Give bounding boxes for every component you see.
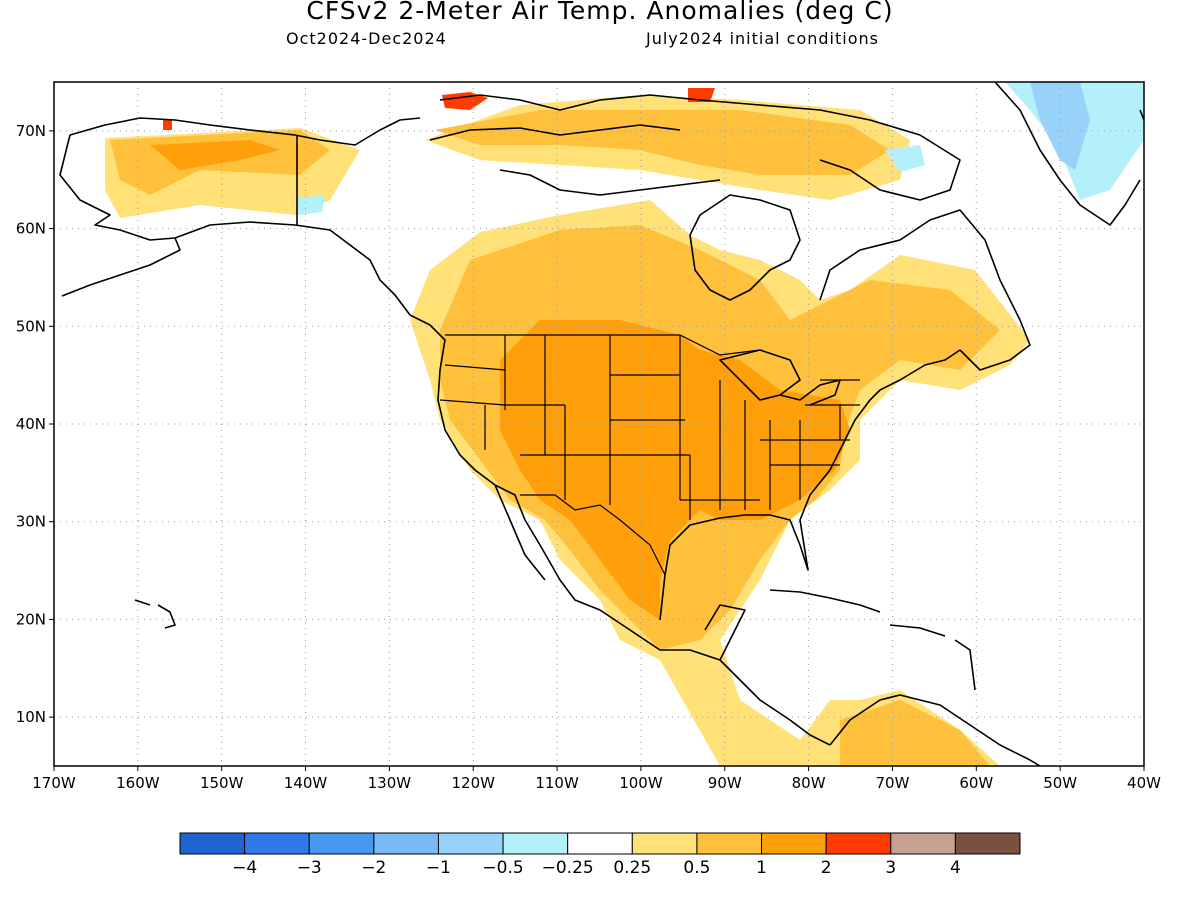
hispaniola — [889, 624, 946, 637]
labrador-coast — [819, 209, 1031, 371]
colorbar-swatch — [954, 832, 1021, 855]
lon-tick-label: 50W — [1043, 774, 1077, 792]
state-lines-west — [439, 335, 611, 505]
colorbar-swatch — [890, 832, 956, 855]
lat-tick-label: 30N — [16, 513, 46, 531]
colorbar-label: −0.5 — [482, 858, 523, 878]
colorbar-swatch — [825, 832, 892, 855]
lat-tick-label: 70N — [16, 122, 46, 140]
lon-tick-label: 80W — [792, 774, 826, 792]
lon-tick-label: 130W — [368, 774, 412, 792]
colorbar-label: −0.25 — [542, 858, 594, 878]
graticule — [54, 82, 1144, 766]
lat-tick-label: 60N — [16, 220, 46, 238]
colorbar-swatch — [373, 832, 439, 855]
us-canada-border — [445, 334, 761, 356]
lon-tick-label: 170W — [32, 774, 76, 792]
initial-conditions: July2024 initial conditions — [646, 29, 879, 48]
hudson-bay — [689, 194, 801, 301]
lon-tick-label: 140W — [284, 774, 328, 792]
colorbar-label: −2 — [361, 858, 386, 878]
lon-tick-label: 110W — [535, 774, 579, 792]
longitude-labels: 170W 160W 150W 140W 130W 120W 110W 100W 90W 80W 70… — [32, 766, 1161, 792]
colorbar-label: 0.5 — [683, 858, 710, 878]
lat-tick-label: 10N — [16, 708, 46, 726]
lon-tick-label: 120W — [451, 774, 495, 792]
colorbar-swatch — [631, 832, 698, 855]
colorbar: −4 −3 −2 −1 −0.5 −0.25 0.25 0.5 1 2 3 4 — [179, 832, 1021, 878]
lat-tick-label: 50N — [16, 317, 46, 335]
us-mexico-border — [520, 494, 666, 576]
colorbar-swatch — [244, 832, 310, 855]
caribbean-islands — [954, 639, 976, 691]
west-coast — [409, 314, 831, 746]
lon-tick-label: 90W — [708, 774, 742, 792]
lon-tick-label: 60W — [959, 774, 993, 792]
state-borders — [439, 334, 860, 576]
state-lines-east — [760, 379, 860, 466]
forecast-period: Oct2024-Dec2024 — [286, 29, 447, 48]
colorbar-swatch — [308, 832, 375, 855]
coastlines — [59, 82, 1144, 766]
colorbar-label: 3 — [885, 858, 896, 878]
colorbar-swatch — [567, 832, 633, 855]
alaska-coast — [59, 117, 421, 316]
lon-tick-label: 150W — [200, 774, 244, 792]
colorbar-label: −1 — [426, 858, 451, 878]
great-lakes — [719, 349, 841, 406]
lon-tick-label: 40W — [1127, 774, 1161, 792]
colorbar-label: 4 — [950, 858, 961, 878]
colorbar-label: 2 — [821, 858, 832, 878]
lon-tick-label: 100W — [619, 774, 663, 792]
colorbar-swatch — [179, 832, 246, 855]
lon-tick-label: 160W — [116, 774, 160, 792]
cuba — [769, 589, 881, 613]
map-title: CFSv2 2-Meter Air Temp. Anomalies (deg C… — [306, 0, 894, 25]
colorbar-swatch — [437, 832, 504, 855]
lat-tick-label: 20N — [16, 610, 46, 628]
colorbar-swatch — [502, 832, 569, 855]
arctic-islands — [429, 94, 961, 201]
latitude-labels: 10N 20N 30N 40N 50N 60N 70N — [16, 122, 54, 726]
anomaly-region-blue — [1030, 82, 1090, 170]
gulf-coast — [659, 349, 961, 661]
lon-tick-label: 70W — [876, 774, 910, 792]
lat-tick-label: 40N — [16, 415, 46, 433]
anomaly-fields — [105, 82, 1144, 766]
south-america-coast — [829, 694, 1041, 766]
colorbar-label: 1 — [756, 858, 767, 878]
colorbar-label: −3 — [297, 858, 322, 878]
colorbar-label: −4 — [232, 858, 257, 878]
colorbar-swatch — [761, 832, 827, 855]
colorbar-label: 0.25 — [613, 858, 651, 878]
colorbar-swatch — [696, 832, 763, 855]
hawaii-islands — [134, 599, 176, 629]
anomaly-region-dark-orange — [150, 140, 850, 620]
